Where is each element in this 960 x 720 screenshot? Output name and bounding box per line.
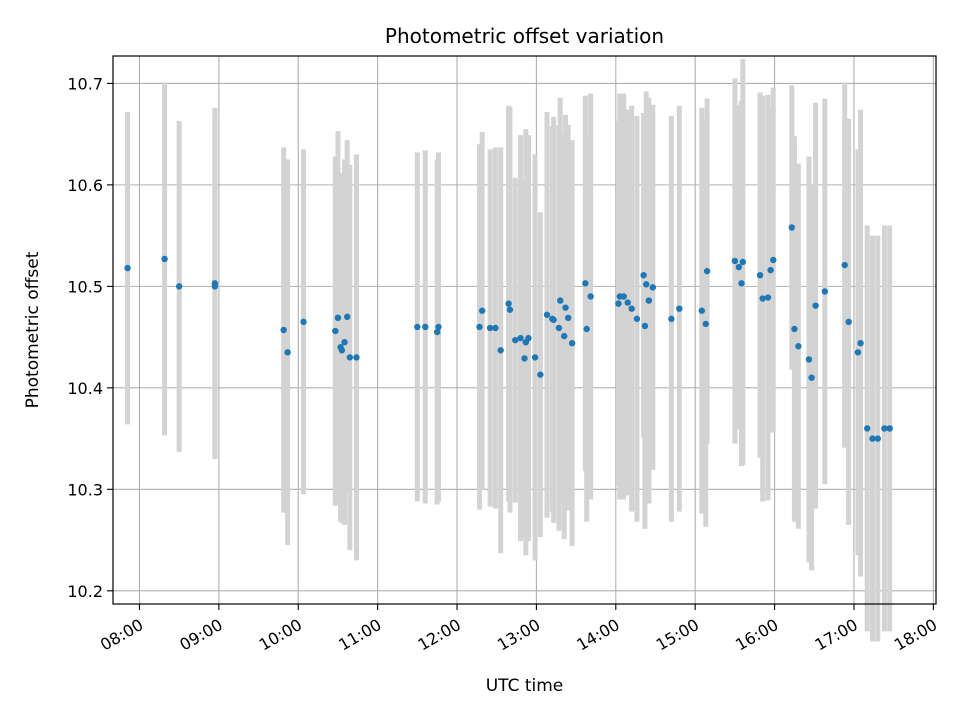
data-point: [702, 320, 709, 328]
data-point: [641, 322, 649, 330]
data-point: [543, 311, 551, 318]
data-point: [555, 324, 563, 332]
data-point: [433, 328, 441, 336]
data-point: [300, 318, 307, 326]
data-point: [537, 371, 544, 378]
data-point: [863, 425, 871, 432]
data-point: [698, 307, 706, 314]
data-point: [624, 299, 631, 306]
data-point: [568, 339, 576, 347]
data-point: [756, 272, 764, 279]
data-point: [854, 349, 862, 356]
data-point: [562, 304, 569, 311]
data-point: [525, 334, 532, 342]
data-point: [845, 318, 852, 326]
data-point: [284, 349, 291, 356]
data-point: [738, 280, 745, 287]
data-point: [759, 295, 766, 302]
data-point: [341, 338, 348, 346]
data-point: [821, 288, 829, 295]
data-point: [881, 425, 888, 432]
data-point: [767, 266, 774, 274]
data-point: [633, 315, 641, 323]
data-point: [582, 280, 589, 287]
y-tick-label: 10.2: [67, 582, 103, 601]
data-point: [476, 323, 483, 331]
y-tick-label: 10.3: [67, 480, 103, 499]
y-axis: 10.2 10.3 10.4 10.5 10.6 10.7: [67, 74, 113, 601]
data-point: [353, 354, 360, 361]
data-point: [557, 297, 564, 304]
data-point: [346, 354, 354, 361]
data-point: [550, 316, 557, 324]
plot-frame: [112, 55, 937, 605]
data-point: [645, 297, 653, 304]
y-tick-label: 10.4: [67, 379, 103, 398]
y-tick-label: 10.5: [67, 277, 103, 296]
data-point: [343, 313, 351, 321]
y-axis-title: Photometric offset: [23, 251, 43, 408]
data-point: [640, 272, 647, 279]
data-point: [583, 325, 590, 333]
data-point: [414, 323, 421, 331]
x-axis-title: UTC time: [486, 676, 564, 696]
data-point: [735, 263, 743, 271]
data-point: [280, 326, 287, 334]
data-point: [791, 325, 798, 333]
data-point: [703, 267, 711, 275]
data-point: [435, 323, 442, 331]
data-point: [628, 305, 635, 312]
data-point: [521, 355, 528, 362]
data-point: [795, 343, 802, 350]
data-point: [857, 339, 864, 347]
data-point: [161, 255, 168, 263]
data-point: [531, 354, 539, 361]
data-point: [478, 307, 486, 314]
data-point: [764, 294, 772, 301]
data-point: [676, 305, 683, 312]
y-tick-label: 10.6: [67, 176, 103, 195]
y-tick-label: 10.7: [67, 74, 103, 93]
data-point: [175, 283, 183, 290]
data-point: [668, 315, 675, 323]
data-point: [788, 224, 795, 231]
data-point: [560, 332, 568, 340]
data-point: [739, 258, 747, 266]
data-point: [332, 327, 339, 335]
data-point: [587, 293, 594, 300]
data-point: [615, 300, 622, 307]
data-point: [338, 347, 346, 354]
data-point: [620, 293, 627, 300]
data-point: [808, 374, 815, 381]
data-point: [841, 261, 848, 269]
chart-title: Photometric offset variation: [385, 24, 664, 48]
data-point: [564, 314, 572, 322]
data-points: [124, 224, 893, 442]
data-point: [812, 302, 819, 309]
data-point: [874, 435, 881, 442]
data-point: [486, 324, 494, 332]
data-point: [211, 283, 219, 290]
data-point: [731, 257, 739, 265]
data-point: [869, 435, 876, 442]
data-point: [505, 300, 512, 307]
data-point: [770, 256, 777, 264]
data-point: [506, 306, 514, 313]
data-point: [124, 264, 131, 272]
data-point: [422, 323, 429, 331]
data-point: [805, 356, 813, 363]
data-point: [334, 314, 342, 322]
data-point: [497, 347, 504, 354]
data-point: [492, 324, 499, 332]
data-point: [649, 284, 657, 291]
data-point: [886, 425, 893, 432]
data-point: [517, 334, 524, 342]
data-point: [643, 281, 650, 288]
data-point: [512, 336, 519, 344]
